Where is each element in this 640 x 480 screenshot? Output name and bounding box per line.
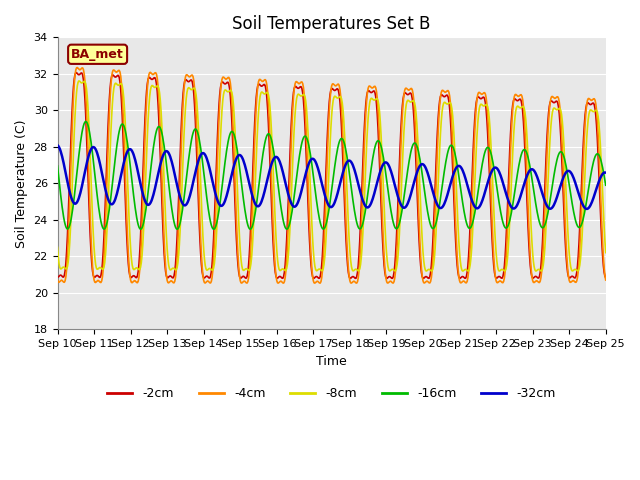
X-axis label: Time: Time xyxy=(316,355,347,368)
Text: BA_met: BA_met xyxy=(71,48,124,61)
Y-axis label: Soil Temperature (C): Soil Temperature (C) xyxy=(15,119,28,248)
Line: -32cm: -32cm xyxy=(58,145,605,209)
Legend: -2cm, -4cm, -8cm, -16cm, -32cm: -2cm, -4cm, -8cm, -16cm, -32cm xyxy=(102,382,561,405)
Line: -4cm: -4cm xyxy=(58,68,605,283)
Line: -2cm: -2cm xyxy=(58,72,605,278)
Line: -16cm: -16cm xyxy=(58,121,605,229)
Line: -8cm: -8cm xyxy=(58,81,605,271)
Title: Soil Temperatures Set B: Soil Temperatures Set B xyxy=(232,15,431,33)
